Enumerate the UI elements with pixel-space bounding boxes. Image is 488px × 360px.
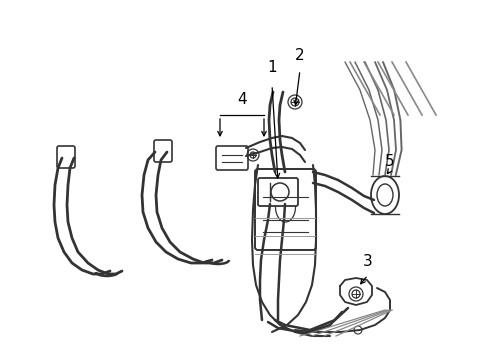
Text: 3: 3	[363, 255, 372, 270]
Text: 4: 4	[237, 93, 246, 108]
FancyBboxPatch shape	[154, 140, 172, 162]
FancyBboxPatch shape	[57, 146, 75, 168]
Text: 1: 1	[266, 60, 276, 76]
FancyBboxPatch shape	[258, 178, 297, 206]
Text: 2: 2	[295, 48, 304, 63]
Text: 5: 5	[385, 154, 394, 170]
